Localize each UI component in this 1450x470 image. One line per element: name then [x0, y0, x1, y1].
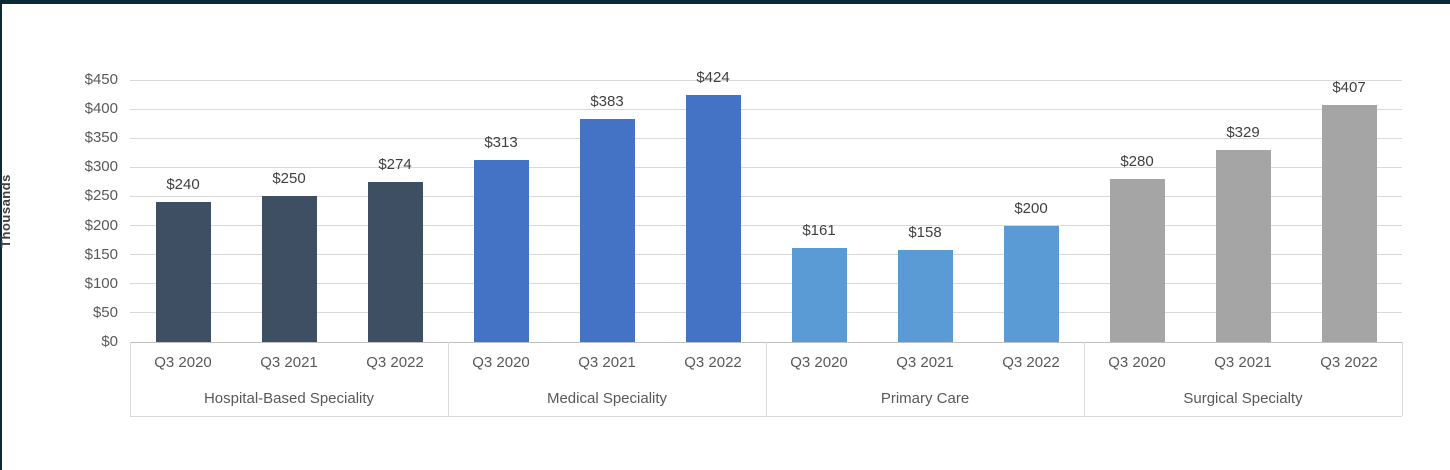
group-separator — [447, 342, 449, 416]
gridline — [130, 254, 1402, 256]
bar-value-label: $200 — [1014, 199, 1048, 217]
bar-value-label: $280 — [1120, 152, 1154, 170]
group-separator — [765, 342, 767, 416]
x-axis-category-label: Q3 2021 — [260, 354, 318, 371]
x-axis-category-label: Q3 2021 — [896, 354, 954, 371]
gridline — [130, 225, 1402, 227]
y-axis-tick-label: $450 — [84, 71, 118, 88]
bar — [1321, 105, 1377, 342]
y-axis-tick-label: $150 — [84, 245, 118, 263]
axis-label-area-bottom-line — [130, 416, 1402, 417]
gridline — [130, 283, 1402, 285]
x-axis-category-label: Q3 2020 — [154, 354, 212, 371]
group-separator — [1083, 342, 1085, 416]
bar-value-label: $383 — [590, 93, 624, 110]
bar — [1215, 150, 1271, 342]
group-separator — [1401, 342, 1403, 416]
gridline — [130, 312, 1402, 314]
bar-value-label: $407 — [1332, 79, 1366, 97]
bar-value-label: $250 — [272, 170, 306, 188]
y-axis-tick-label: $400 — [84, 100, 118, 118]
bar — [261, 196, 317, 342]
bar-value-label: $158 — [908, 224, 942, 241]
bar-value-label: $329 — [1226, 124, 1260, 142]
bar — [1003, 225, 1059, 342]
group-separator — [129, 342, 131, 416]
bar — [1109, 178, 1165, 342]
frame-top-border — [0, 0, 1450, 4]
bar — [367, 182, 423, 342]
y-axis-tick-label: $300 — [84, 158, 118, 176]
frame-left-border — [0, 0, 2, 470]
bar-value-label: $424 — [696, 69, 730, 87]
x-axis-category-label: Q3 2020 — [472, 354, 530, 371]
bar-value-label: $161 — [802, 222, 836, 240]
gridline — [130, 166, 1402, 168]
x-axis-category-label: Q3 2021 — [578, 354, 636, 371]
y-axis-tick-label: $250 — [84, 187, 118, 205]
bar-value-label: $313 — [484, 133, 518, 151]
x-axis-group-label: Primary Care — [880, 390, 970, 407]
bar — [685, 95, 741, 342]
bar-value-label: $240 — [166, 176, 200, 194]
y-axis-tick-label: $200 — [84, 216, 118, 234]
x-axis-category-label: Q3 2021 — [1214, 354, 1272, 371]
x-axis-group-label: Medical Speciality — [546, 390, 668, 407]
y-axis-tick-label: $0 — [101, 333, 118, 350]
x-axis-group-label: Hospital-Based Speciality — [203, 390, 375, 407]
gridline — [130, 195, 1402, 197]
gridline — [130, 108, 1402, 110]
bar — [579, 119, 635, 342]
bar — [791, 248, 847, 342]
bar — [473, 159, 529, 342]
y-axis-title: Thousands — [0, 174, 13, 248]
x-axis-category-label: Q3 2022 — [1320, 354, 1378, 371]
y-axis-tick-label: $350 — [84, 129, 118, 147]
y-axis-tick-label: $100 — [84, 274, 118, 292]
y-axis-tick-label: $50 — [92, 303, 118, 321]
bar-value-label: $274 — [378, 156, 412, 174]
x-axis-category-label: Q3 2020 — [790, 354, 848, 371]
bar — [155, 202, 211, 342]
x-axis-category-label: Q3 2020 — [1108, 354, 1166, 371]
gridline — [130, 137, 1402, 139]
x-axis-category-label: Q3 2022 — [684, 354, 742, 371]
gridline — [130, 79, 1402, 81]
x-axis-group-label: Surgical Specialty — [1183, 390, 1303, 407]
x-axis-category-label: Q3 2022 — [366, 354, 424, 371]
x-axis-category-label: Q3 2022 — [1002, 354, 1060, 371]
bar — [897, 250, 953, 342]
